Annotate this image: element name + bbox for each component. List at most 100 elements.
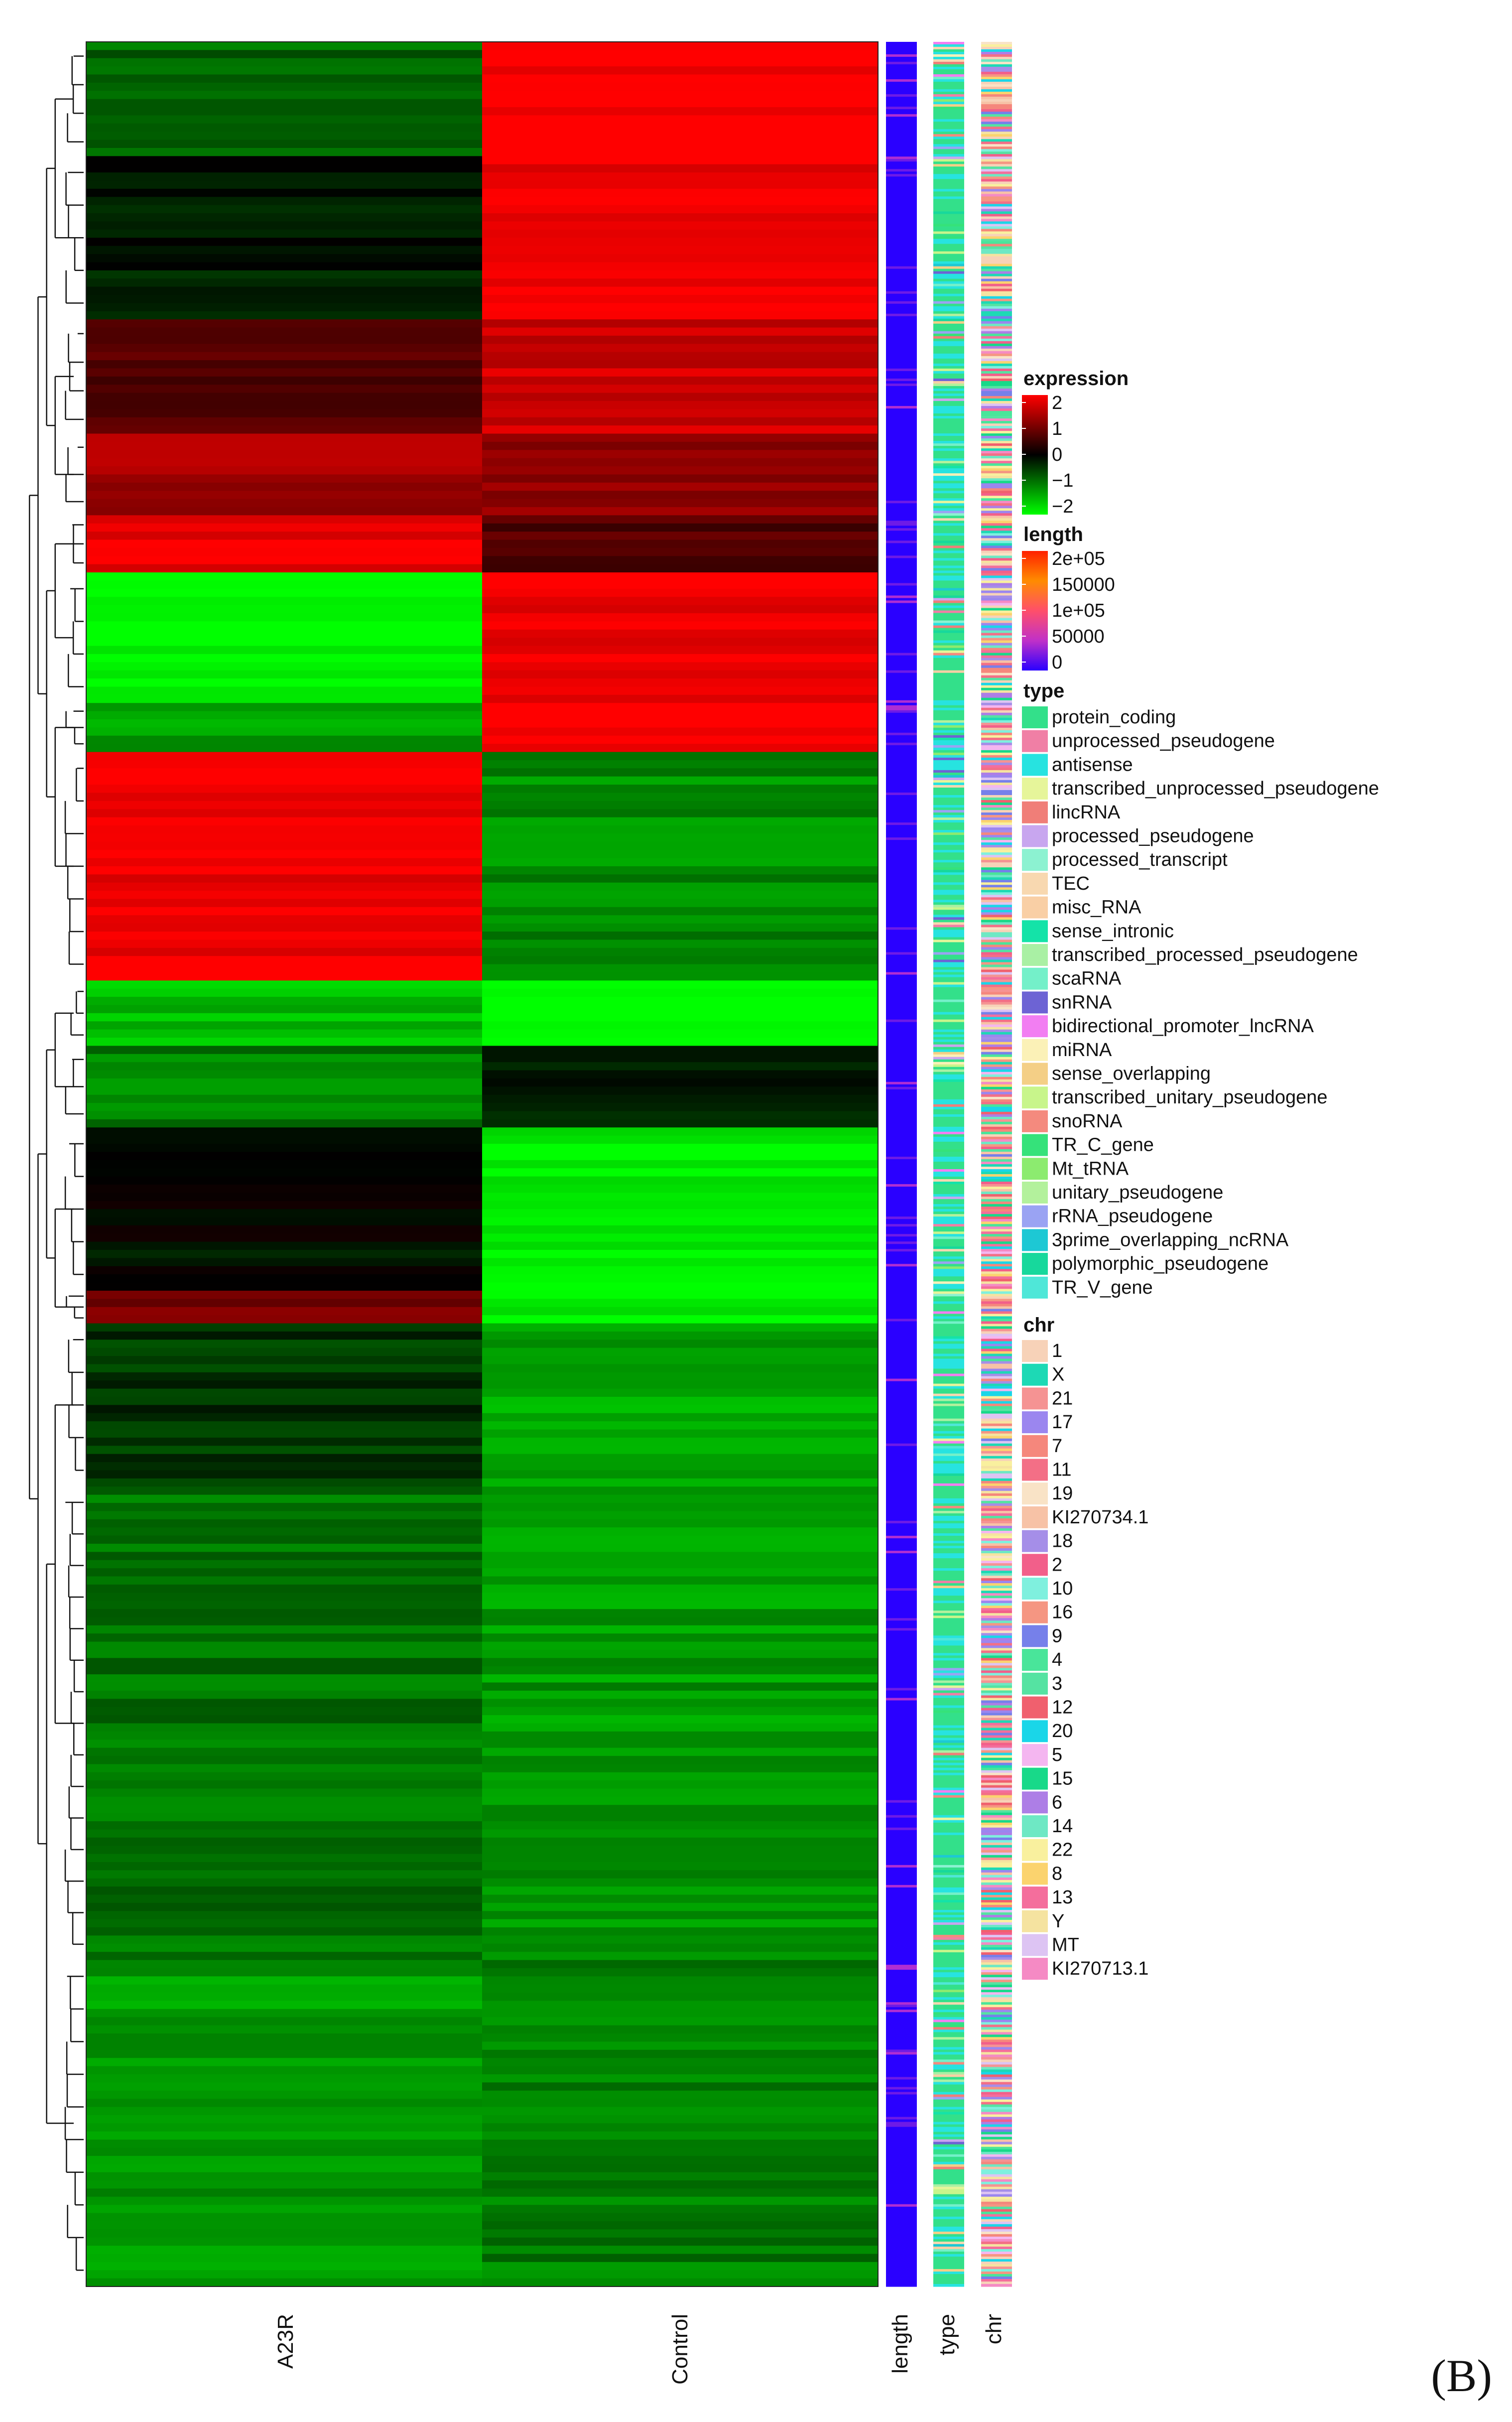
length-strip-cell [886, 204, 917, 207]
heatmap-cell [482, 1740, 878, 1749]
type-strip-cell [933, 553, 964, 556]
chr-strip-cell [981, 1294, 1012, 1297]
chr-strip-cell [981, 628, 1012, 631]
type-strip-cell [933, 2042, 964, 2045]
length-strip-cell [886, 2226, 917, 2230]
legend-type-label: 3prime_overlapping_ncRNA [1052, 1229, 1289, 1250]
heatmap-cell [86, 2107, 482, 2116]
chr-strip-cell [981, 281, 1012, 284]
heatmap-cell [482, 678, 878, 687]
length-strip-cell [886, 2164, 917, 2167]
type-strip-cell [933, 1054, 964, 1058]
length-strip-cell [886, 244, 917, 247]
chr-strip-cell [981, 1720, 1012, 1724]
legend-chr-swatch [1022, 1363, 1048, 1386]
length-strip-cell [886, 825, 917, 828]
heatmap-cell [86, 1160, 482, 1169]
length-strip-cell [886, 1645, 917, 1648]
chr-strip-cell [981, 2094, 1012, 2098]
length-strip-cell [886, 1817, 917, 1821]
heatmap-cell [86, 1503, 482, 1511]
chr-strip-cell [981, 1635, 1012, 1638]
chr-strip-cell [981, 555, 1012, 558]
type-strip-cell [933, 291, 964, 294]
chr-strip-cell [981, 1131, 1012, 1135]
type-strip-cell [933, 585, 964, 589]
type-strip-cell [933, 820, 964, 823]
length-strip-cell [886, 1149, 917, 1152]
chr-strip-cell [981, 737, 1012, 741]
heatmap-cell [86, 2180, 482, 2189]
chr-strip-cell [981, 2072, 1012, 2075]
chr-strip-cell [981, 1211, 1012, 1214]
type-strip-cell [933, 942, 964, 945]
chr-strip-cell [981, 388, 1012, 392]
chr-strip-cell [981, 1535, 1012, 1539]
type-strip-cell [933, 209, 964, 212]
length-strip-cell [886, 1194, 917, 1197]
type-strip-cell [933, 94, 964, 97]
heatmap-cell [482, 58, 878, 67]
heatmap-cell [482, 1952, 878, 1961]
type-strip-cell [933, 735, 964, 738]
type-strip-cell [933, 1927, 964, 1930]
type-strip-cell [933, 625, 964, 629]
type-strip-cell [933, 1121, 964, 1125]
length-strip-cell [886, 353, 917, 357]
heatmap-cell [86, 841, 482, 850]
length-strip-cell [886, 1872, 917, 1876]
type-strip-cell [933, 1069, 964, 1073]
length-strip-cell [886, 1104, 917, 1107]
length-strip-cell [886, 1199, 917, 1202]
type-strip-cell [933, 1648, 964, 1651]
chr-strip-cell [981, 2261, 1012, 2265]
type-strip-cell [933, 361, 964, 364]
chr-strip-cell [981, 1962, 1012, 1965]
heatmap-cell [482, 1372, 878, 1381]
type-strip-cell [933, 1995, 964, 1998]
chr-strip-cell [981, 493, 1012, 496]
length-strip-cell [886, 1932, 917, 1935]
heatmap-cell [86, 1038, 482, 1047]
chr-strip-cell [981, 575, 1012, 579]
heatmap-cell [86, 1576, 482, 1585]
chr-strip-cell [981, 363, 1012, 367]
chr-strip-cell [981, 376, 1012, 379]
heatmap-cell [86, 547, 482, 556]
chr-strip-cell [981, 1226, 1012, 1229]
chr-strip-cell [981, 516, 1012, 519]
chr-strip-cell [981, 261, 1012, 265]
type-strip-cell [933, 695, 964, 698]
length-strip-cell [886, 2112, 917, 2115]
chr-strip-cell [981, 1770, 1012, 1773]
type-strip-cell [933, 521, 964, 524]
length-strip-cell [886, 2007, 917, 2010]
length-strip-cell [886, 1224, 917, 1227]
type-strip-cell [933, 1261, 964, 1264]
chr-strip-cell [981, 1106, 1012, 1110]
type-strip-cell [933, 156, 964, 159]
chr-strip-cell [981, 1495, 1012, 1499]
length-strip-cell [886, 2039, 917, 2042]
chr-strip-cell [981, 972, 1012, 975]
type-strip-cell [933, 1239, 964, 1242]
length-strip-cell [886, 680, 917, 683]
length-strip-cell [886, 620, 917, 624]
length-strip-cell [886, 1845, 917, 1848]
length-strip-cell [886, 69, 917, 72]
chr-strip-cell [981, 92, 1012, 95]
length-strip-cell [886, 1655, 917, 1658]
chr-strip-cell [981, 545, 1012, 548]
heatmap-cell [482, 711, 878, 720]
chr-strip-cell [981, 2132, 1012, 2135]
length-strip-cell [886, 1002, 917, 1005]
type-strip-cell [933, 164, 964, 167]
type-strip-cell [933, 653, 964, 656]
chr-strip-cell [981, 94, 1012, 97]
heatmap-cell [86, 956, 482, 965]
type-strip-cell [933, 795, 964, 798]
chr-strip-cell [981, 942, 1012, 945]
type-strip-cell [933, 114, 964, 117]
type-strip-cell [933, 1904, 964, 1908]
chr-strip-cell [981, 221, 1012, 225]
